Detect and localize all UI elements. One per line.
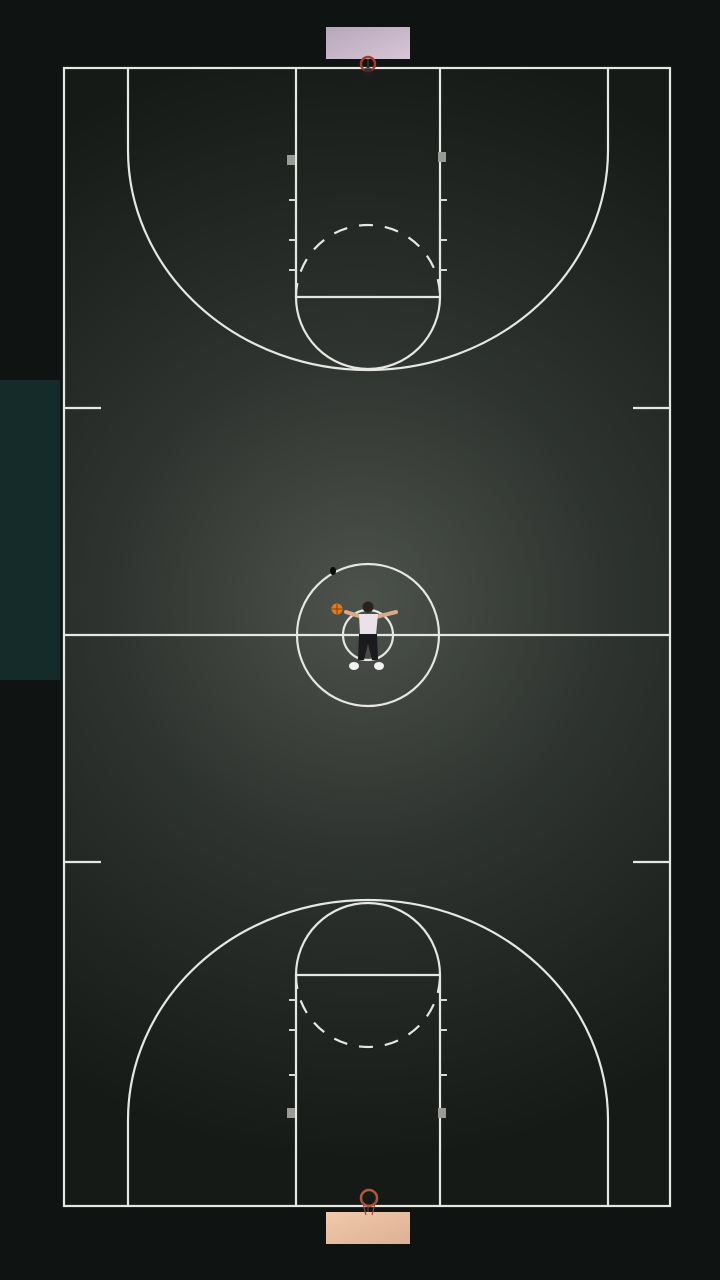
bottom-hoop <box>326 1188 410 1244</box>
head <box>362 601 374 613</box>
court-lines <box>62 66 672 1208</box>
lane-hash-marks <box>289 199 447 1076</box>
left-shoe <box>349 662 359 670</box>
top-backboard <box>326 27 410 59</box>
free-throw-arc-bottom-dashed <box>294 974 442 1049</box>
free-throw-arc-top-dashed <box>294 223 442 298</box>
top-half-markings <box>126 68 610 372</box>
shoe-object <box>330 567 336 575</box>
side-tint <box>0 380 60 680</box>
bottom-half-markings <box>126 898 610 1206</box>
free-throw-arc-top-solid <box>294 296 442 371</box>
pants <box>358 634 378 660</box>
shirt <box>359 614 378 635</box>
bottom-backboard <box>326 1212 410 1244</box>
center-circle-outer <box>295 562 441 708</box>
person-lying <box>331 601 398 670</box>
free-throw-arc-bottom-solid <box>294 901 442 976</box>
lane-block-marks <box>287 152 446 1118</box>
right-arm <box>374 610 398 619</box>
top-hoop <box>326 27 410 77</box>
right-shoe <box>374 662 384 670</box>
three-point-arc-bottom <box>126 898 610 1206</box>
bottom-rim <box>359 1188 379 1208</box>
